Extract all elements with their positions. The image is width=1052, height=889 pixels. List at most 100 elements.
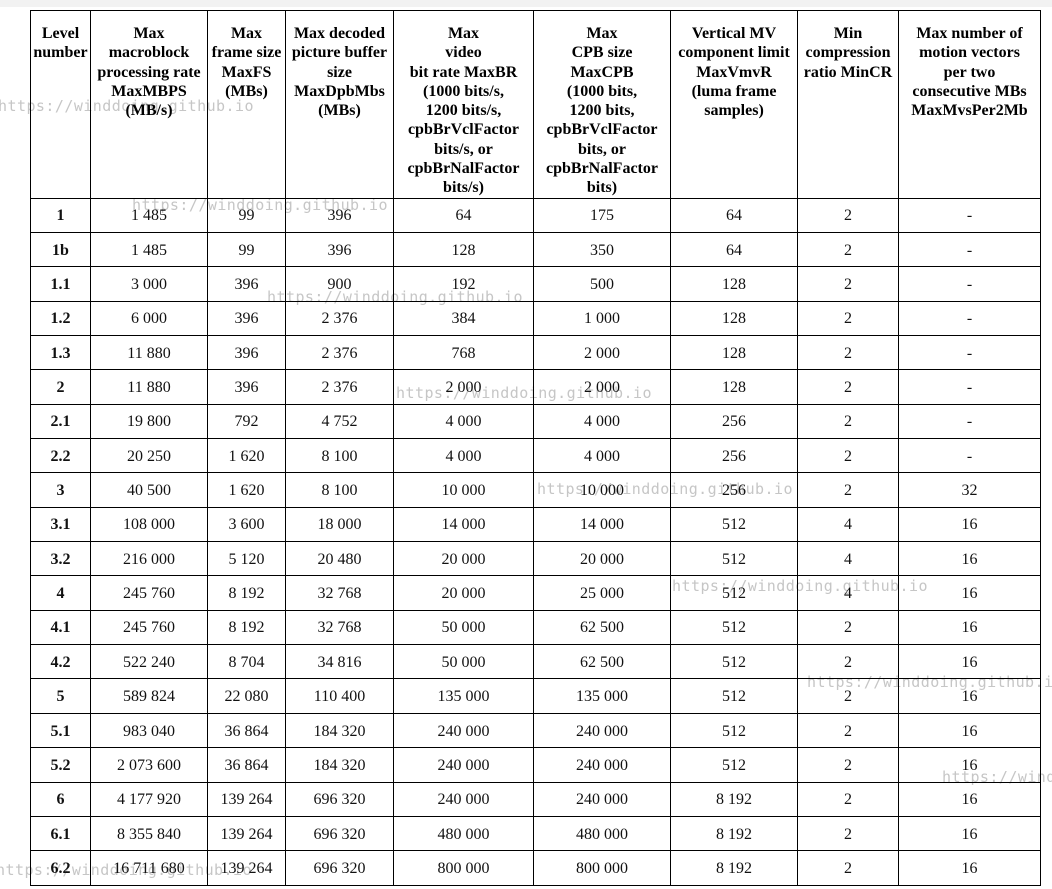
- column-header: Min compression ratio MinCR: [797, 10, 899, 199]
- value-cell: 10 000: [393, 472, 534, 508]
- value-cell: 16: [898, 850, 1041, 886]
- level-cell: 1: [30, 197, 91, 234]
- value-cell: 36 864: [207, 747, 286, 783]
- value-cell: 240 000: [393, 747, 534, 783]
- value-cell: 522 240: [90, 644, 208, 680]
- value-cell: 2 376: [285, 300, 394, 337]
- value-cell: -: [898, 232, 1041, 268]
- table-row: 4.1 245 760 8 192 32 768 50 000 62 500 512 2 16: [30, 609, 1041, 646]
- value-cell: 139 264: [207, 815, 286, 852]
- level-cell: 1.2: [30, 300, 91, 337]
- value-cell: 139 264: [207, 781, 286, 817]
- value-cell: 768: [393, 335, 534, 371]
- value-cell: 512: [670, 644, 798, 680]
- value-cell: 500: [533, 266, 671, 302]
- value-cell: 64: [393, 197, 534, 234]
- level-cell: 3.2: [30, 541, 91, 577]
- value-cell: 128: [393, 232, 534, 268]
- column-header: Level number: [30, 10, 91, 199]
- value-cell: -: [898, 335, 1041, 371]
- value-cell: 2: [797, 815, 899, 852]
- value-cell: 792: [207, 403, 286, 440]
- value-cell: 99: [207, 197, 286, 234]
- value-cell: 1 485: [90, 197, 208, 234]
- table-row: 1.3 11 880 396 2 376 768 2 000 128 2-: [30, 335, 1041, 371]
- value-cell: 800 000: [393, 850, 534, 886]
- value-cell: 512: [670, 678, 798, 714]
- value-cell: 40 500: [90, 472, 208, 508]
- value-cell: 25 000: [533, 575, 671, 611]
- value-cell: 800 000: [533, 850, 671, 886]
- value-cell: 3 000: [90, 266, 208, 302]
- value-cell: 2: [797, 747, 899, 783]
- value-cell: 2: [797, 644, 899, 680]
- value-cell: 10 000: [533, 472, 671, 508]
- value-cell: 396: [285, 232, 394, 268]
- value-cell: 4: [797, 541, 899, 577]
- value-cell: 20 000: [393, 541, 534, 577]
- level-cell: 4.1: [30, 609, 91, 646]
- value-cell: 2: [797, 609, 899, 646]
- value-cell: 4: [797, 575, 899, 611]
- value-cell: 99: [207, 232, 286, 268]
- level-cell: 2: [30, 369, 91, 405]
- value-cell: 2 000: [533, 369, 671, 405]
- value-cell: 4: [797, 506, 899, 543]
- value-cell: 16: [898, 575, 1041, 611]
- value-cell: -: [898, 438, 1041, 474]
- value-cell: 8 100: [285, 472, 394, 508]
- value-cell: 2: [797, 369, 899, 405]
- value-cell: 16 711 680: [90, 850, 208, 886]
- value-cell: 8 704: [207, 644, 286, 680]
- value-cell: 128: [670, 335, 798, 371]
- level-cell: 6.2: [30, 850, 91, 886]
- value-cell: 256: [670, 403, 798, 440]
- value-cell: 128: [670, 369, 798, 405]
- value-cell: 4 000: [393, 438, 534, 474]
- value-cell: 16: [898, 747, 1041, 783]
- value-cell: 240 000: [533, 781, 671, 817]
- level-cell: 4.2: [30, 644, 91, 680]
- value-cell: 19 800: [90, 403, 208, 440]
- value-cell: 175: [533, 197, 671, 234]
- value-cell: 396: [207, 300, 286, 337]
- value-cell: 983 040: [90, 712, 208, 749]
- value-cell: 4 000: [533, 403, 671, 440]
- value-cell: 64: [670, 232, 798, 268]
- header-row: Level number Max macroblock processing ra…: [30, 10, 1041, 199]
- value-cell: 2: [797, 403, 899, 440]
- value-cell: 8 192: [670, 850, 798, 886]
- table-row: 2 11 880 396 2 376 2 000 2 000 128 2-: [30, 369, 1041, 405]
- value-cell: 480 000: [533, 815, 671, 852]
- value-cell: 16: [898, 678, 1041, 714]
- level-cell: 3.1: [30, 506, 91, 543]
- value-cell: 240 000: [393, 781, 534, 817]
- value-cell: 16: [898, 609, 1041, 646]
- value-cell: 36 864: [207, 712, 286, 749]
- value-cell: 14 000: [393, 506, 534, 543]
- value-cell: 696 320: [285, 781, 394, 817]
- table-row: 4 245 760 8 192 32 768 20 000 25 000 512 4 16: [30, 575, 1041, 611]
- value-cell: 128: [670, 300, 798, 337]
- level-cell: 3: [30, 472, 91, 508]
- table-row: 3.2 216 000 5 120 20 480 20 000 20 000 512 4 16: [30, 541, 1041, 577]
- value-cell: 139 264: [207, 850, 286, 886]
- value-cell: -: [898, 369, 1041, 405]
- value-cell: 2: [797, 781, 899, 817]
- value-cell: 16: [898, 506, 1041, 543]
- table-row: 1.1 3 000 396 900 192 500 128 2-: [30, 266, 1041, 302]
- level-cell: 2.1: [30, 403, 91, 440]
- level-cell: 1.1: [30, 266, 91, 302]
- value-cell: 2 376: [285, 335, 394, 371]
- value-cell: 20 250: [90, 438, 208, 474]
- value-cell: 32 768: [285, 609, 394, 646]
- value-cell: 2: [797, 850, 899, 886]
- value-cell: 110 400: [285, 678, 394, 714]
- value-cell: 512: [670, 712, 798, 749]
- value-cell: 256: [670, 472, 798, 508]
- column-header: Max CPB size MaxCPB (1000 bits, 1200 bit…: [533, 10, 671, 199]
- value-cell: 240 000: [393, 712, 534, 749]
